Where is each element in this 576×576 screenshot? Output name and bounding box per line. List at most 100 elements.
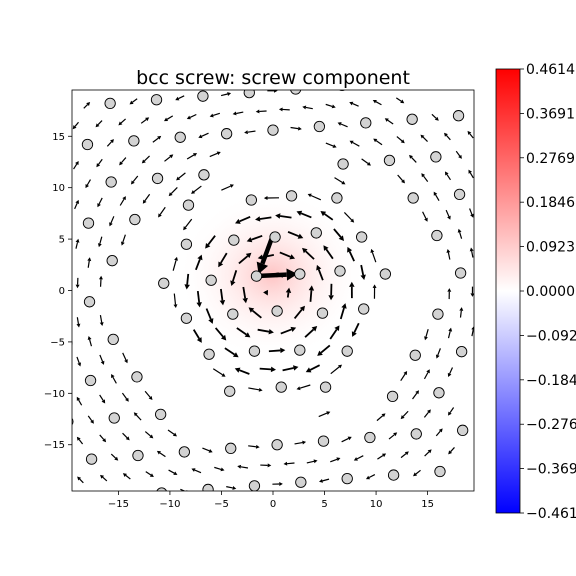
displacement-arrow-head	[97, 203, 101, 208]
atom	[407, 192, 419, 204]
displacement-arrow-head	[424, 217, 428, 222]
displacement-arrow-head	[447, 215, 451, 220]
displacement-arrow	[164, 156, 171, 162]
displacement-arrow-head	[280, 347, 286, 354]
displacement-arrow	[330, 366, 340, 375]
displacement-arrow-head	[220, 467, 225, 472]
y-tick-label: 5	[59, 235, 65, 246]
displacement-arrow-head	[308, 285, 315, 291]
displacement-arrow	[178, 95, 185, 100]
displacement-arrow-head	[338, 235, 345, 241]
displacement-arrow-head	[275, 213, 281, 219]
core-displacement-arrow-head	[286, 268, 298, 281]
displacement-arrow	[333, 228, 342, 238]
displacement-arrow	[435, 430, 441, 437]
displacement-arrow-head	[173, 471, 178, 475]
colorbar-tick-label: 0.2769	[526, 151, 575, 167]
displacement-arrow-head	[360, 274, 366, 280]
displacement-arrow	[170, 187, 178, 195]
displacement-arrow	[309, 290, 313, 302]
displacement-arrow-head	[401, 179, 405, 184]
displacement-arrow-head	[349, 281, 355, 287]
atom	[82, 217, 95, 229]
core-atoms	[250, 231, 306, 282]
displacement-arrow-head	[409, 154, 413, 159]
displacement-arrow-head	[72, 125, 77, 130]
displacement-arrow-head	[457, 228, 462, 233]
core-atom	[294, 268, 306, 280]
y-tick-label: 15	[52, 132, 65, 143]
atom	[294, 344, 306, 356]
displacement-arrow-head	[76, 396, 81, 401]
colorbar-tick-label: −0.461	[526, 506, 576, 522]
displacement-arrow-head	[313, 459, 318, 464]
displacement-arrow-head	[130, 180, 135, 185]
displacement-arrow-head	[305, 367, 312, 373]
displacement-arrow	[135, 414, 142, 421]
y-tick-label: −5	[50, 337, 65, 348]
displacement-arrow	[236, 111, 244, 115]
displacement-arrow	[121, 392, 128, 400]
displacement-arrow-head	[183, 226, 187, 231]
displacement-arrow	[110, 453, 117, 459]
displacement-arrow-head	[208, 449, 213, 453]
displacement-arrow-head	[101, 399, 106, 404]
displacement-arrow-head	[192, 153, 198, 157]
displacement-arrow	[361, 158, 369, 164]
displacement-arrow-head	[216, 151, 221, 156]
displacement-arrow	[305, 106, 313, 110]
displacement-arrow-head	[96, 163, 101, 168]
displacement-arrow-head	[296, 210, 303, 216]
atom	[355, 231, 368, 243]
atom	[478, 227, 488, 237]
displacement-arrow-head	[118, 121, 123, 126]
displacement-arrow	[186, 273, 190, 285]
displacement-arrow	[449, 407, 455, 414]
x-axis: −15 −10 −5 0 5 10 15	[108, 491, 434, 510]
displacement-arrow	[282, 367, 294, 372]
atom	[248, 345, 261, 357]
displacement-arrow	[290, 126, 299, 130]
displacement-arrow	[435, 194, 440, 202]
y-axis: −15 −10 −5 0 5 10 15	[44, 132, 72, 451]
displacement-arrow-head	[458, 154, 462, 159]
displacement-arrow	[306, 460, 315, 464]
x-tick-label: 5	[321, 499, 327, 510]
atom	[290, 90, 302, 95]
displacement-arrow-head	[209, 113, 214, 118]
displacement-arrow	[196, 290, 201, 303]
displacement-arrow-head	[270, 366, 277, 373]
displacement-arrow	[74, 121, 79, 127]
displacement-arrow	[257, 328, 270, 333]
displacement-arrow	[99, 394, 104, 401]
displacement-arrow-head	[446, 248, 451, 253]
displacement-arrow-head	[468, 169, 473, 174]
displacement-arrow-head	[141, 159, 146, 164]
displacement-arrow	[395, 97, 402, 102]
displacement-arrow	[400, 453, 407, 459]
displacement-arrow-head	[124, 359, 128, 364]
displacement-arrow	[469, 133, 474, 139]
displacement-arrow	[287, 462, 295, 465]
displacement-arrow-head	[157, 135, 162, 140]
colorbar-tick-label: 0.0923	[526, 240, 575, 256]
displacement-arrow-head	[444, 171, 449, 176]
displacement-arrow-head	[255, 109, 260, 114]
displacement-arrow-head	[205, 242, 211, 249]
displacement-arrow	[98, 158, 103, 165]
displacement-arrow-head	[168, 192, 173, 197]
displacement-arrow-head	[142, 199, 147, 204]
displacement-arrow	[214, 327, 224, 338]
displacement-arrow	[220, 93, 228, 97]
displacement-arrow-head	[197, 254, 203, 261]
displacement-arrow	[140, 119, 147, 124]
displacement-arrow-head	[122, 196, 126, 201]
displacement-arrow-head	[337, 364, 343, 369]
displacement-arrow	[132, 98, 138, 103]
atom	[220, 128, 233, 140]
atom	[107, 333, 119, 345]
displacement-arrow-head	[174, 256, 178, 261]
displacement-arrow	[431, 113, 437, 119]
displacement-arrow	[87, 260, 90, 268]
displacement-arrow	[368, 474, 376, 479]
